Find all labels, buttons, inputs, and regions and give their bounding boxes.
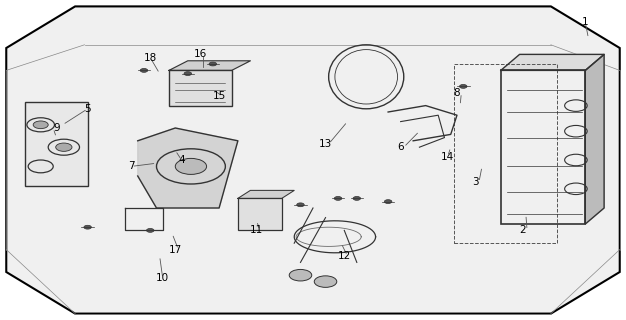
- Circle shape: [184, 72, 192, 76]
- Circle shape: [384, 200, 392, 204]
- Text: 18: 18: [143, 52, 157, 63]
- Text: 15: 15: [212, 91, 226, 101]
- Text: 4: 4: [178, 155, 185, 165]
- Polygon shape: [238, 190, 294, 198]
- Text: 6: 6: [398, 142, 404, 152]
- Text: 5: 5: [85, 104, 91, 114]
- Circle shape: [146, 228, 154, 232]
- Circle shape: [459, 84, 467, 88]
- Polygon shape: [6, 6, 620, 314]
- Circle shape: [56, 143, 72, 151]
- Circle shape: [140, 68, 148, 72]
- Text: 11: 11: [250, 225, 264, 236]
- Text: 7: 7: [128, 161, 135, 172]
- Circle shape: [334, 196, 342, 200]
- Circle shape: [314, 276, 337, 287]
- Circle shape: [175, 158, 207, 174]
- Text: 16: 16: [193, 49, 207, 60]
- Circle shape: [156, 149, 225, 184]
- Bar: [25, 102, 88, 186]
- Text: 9: 9: [53, 123, 59, 133]
- Polygon shape: [585, 54, 604, 224]
- Polygon shape: [138, 128, 238, 208]
- Text: 2: 2: [520, 225, 526, 236]
- Text: 12: 12: [337, 251, 351, 261]
- Text: 1: 1: [582, 17, 588, 28]
- Text: 3: 3: [473, 177, 479, 188]
- Circle shape: [84, 225, 91, 229]
- Text: 10: 10: [156, 273, 169, 284]
- Circle shape: [289, 269, 312, 281]
- Bar: [454, 64, 557, 243]
- Circle shape: [297, 203, 304, 207]
- Text: 13: 13: [319, 139, 332, 149]
- Circle shape: [33, 121, 48, 129]
- Circle shape: [209, 62, 217, 66]
- Polygon shape: [501, 54, 604, 70]
- Bar: [169, 70, 232, 106]
- Circle shape: [353, 196, 361, 200]
- Bar: [501, 70, 585, 224]
- Text: 14: 14: [441, 152, 454, 162]
- Polygon shape: [169, 61, 250, 70]
- Text: 8: 8: [454, 88, 460, 98]
- Text: 17: 17: [168, 244, 182, 255]
- Bar: [238, 198, 282, 230]
